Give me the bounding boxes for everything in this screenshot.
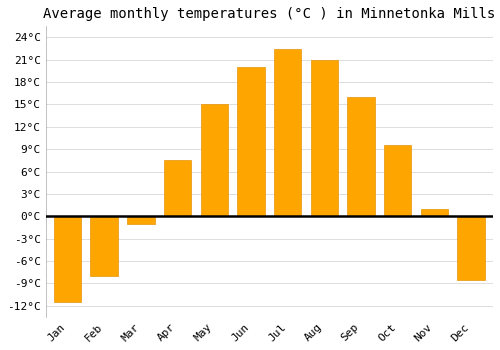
Bar	[164, 160, 192, 216]
Bar	[237, 67, 264, 216]
Bar	[127, 216, 154, 224]
Bar	[458, 216, 485, 280]
Bar	[420, 209, 448, 216]
Bar	[54, 216, 82, 302]
Bar	[200, 105, 228, 216]
Bar	[384, 146, 411, 216]
Bar	[274, 49, 301, 216]
Bar	[310, 60, 338, 216]
Bar	[348, 97, 375, 216]
Bar	[90, 216, 118, 276]
Title: Average monthly temperatures (°C ) in Minnetonka Mills: Average monthly temperatures (°C ) in Mi…	[43, 7, 496, 21]
